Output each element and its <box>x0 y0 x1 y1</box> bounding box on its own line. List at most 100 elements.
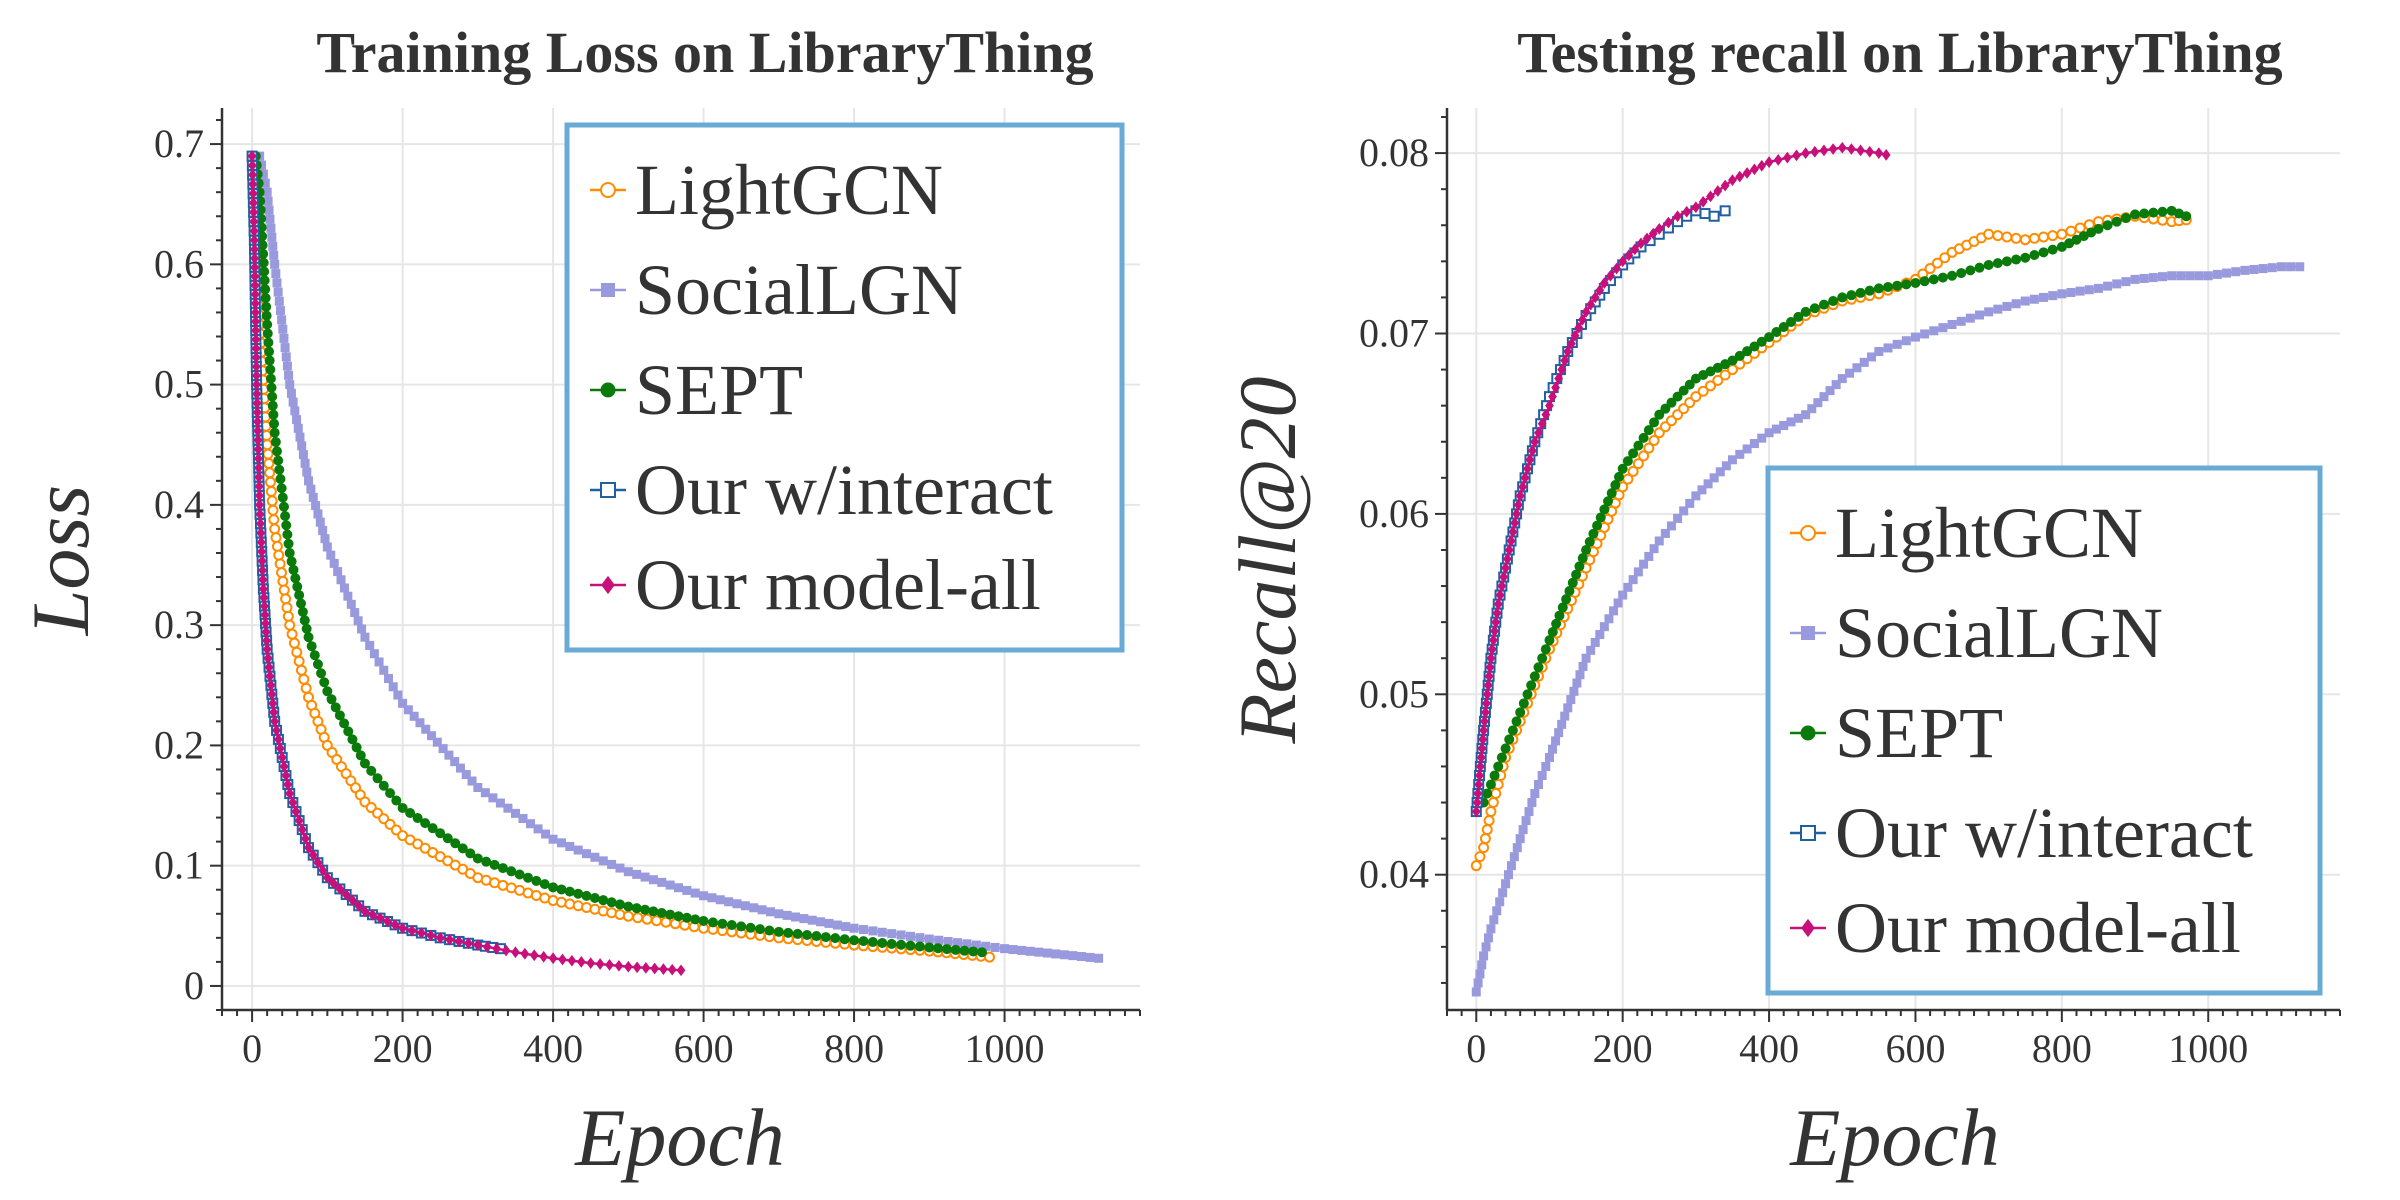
loss-data-point <box>253 443 263 456</box>
loss-data-point <box>247 159 257 172</box>
recall-legend-marker <box>1801 626 1815 640</box>
loss-data-point <box>409 711 419 721</box>
recall-data-point <box>1649 544 1659 554</box>
loss-data-point <box>1051 949 1061 959</box>
recall-data-point <box>1528 444 1537 457</box>
recall-data-point <box>2249 264 2259 274</box>
loss-data-point <box>676 964 686 977</box>
recall-data-point <box>1477 960 1487 970</box>
recall-data-point <box>1883 282 1894 293</box>
loss-data-point <box>286 556 297 567</box>
loss-data-point <box>319 677 330 688</box>
recall-data-point <box>1572 678 1582 688</box>
recall-data-point <box>1567 577 1578 588</box>
loss-data-point <box>681 912 692 923</box>
loss-data-point <box>350 608 360 618</box>
loss-data-point <box>383 915 392 928</box>
loss-legend-marker <box>601 575 615 595</box>
loss-data-point <box>914 941 925 952</box>
loss-data-point <box>250 288 260 301</box>
recall-data-point <box>1544 635 1555 646</box>
recall-data-point <box>2139 273 2149 283</box>
loss-data-point <box>251 306 260 319</box>
recall-data-point <box>2103 281 2113 291</box>
loss-data-point <box>322 871 332 884</box>
loss-data-point <box>333 567 343 577</box>
loss-data-point <box>417 927 426 939</box>
loss-data-point <box>981 941 991 951</box>
recall-data-point <box>1654 536 1664 546</box>
loss-data-point <box>605 959 614 971</box>
recall-data-point <box>1581 306 1591 318</box>
loss-data-point <box>665 909 676 920</box>
recall-data-point <box>1809 303 1820 314</box>
loss-data-point <box>343 726 354 737</box>
recall-data-point <box>1828 296 1839 307</box>
loss-data-point <box>329 558 339 568</box>
recall-legend-marker <box>1800 525 1816 541</box>
recall-data-point <box>2029 294 2039 304</box>
recall-data-point <box>1518 480 1528 493</box>
recall-data-point <box>1757 159 1767 172</box>
recall-data-point <box>1682 205 1692 218</box>
recall-legend-label: SocialLGN <box>1835 593 2163 673</box>
recall-data-point <box>1643 425 1654 436</box>
loss-data-point <box>950 944 961 955</box>
loss-data-point <box>539 879 550 890</box>
recall-data-point <box>1475 769 1484 782</box>
recall-data-point <box>1481 824 1493 836</box>
recall-data-point <box>2011 299 2021 309</box>
loss-data-point <box>523 872 533 883</box>
recall-legend-label: SEPT <box>1835 693 2003 773</box>
recall-data-point <box>1529 671 1540 682</box>
recall-data-point <box>1530 789 1540 799</box>
loss-data-point <box>292 581 303 592</box>
loss-data-point <box>858 936 869 947</box>
recall-data-point <box>1690 391 1702 403</box>
recall-y-tick-label: 0.06 <box>1359 491 1429 536</box>
loss-data-point <box>266 679 276 692</box>
loss-data-point <box>250 297 260 310</box>
loss-data-point <box>548 834 558 844</box>
recall-data-point <box>1938 323 1948 333</box>
recall-data-point <box>1764 428 1774 438</box>
loss-data-point <box>489 859 500 870</box>
recall-data-point <box>2019 234 2031 246</box>
recall-data-point <box>1486 652 1496 665</box>
loss-data-point <box>311 501 321 511</box>
recall-data-point <box>1627 465 1639 477</box>
loss-data-point <box>858 925 868 935</box>
loss-data-point <box>1008 945 1018 955</box>
recall-data-point <box>2148 273 2158 283</box>
recall-data-point <box>1547 626 1558 637</box>
loss-data-point <box>388 682 398 692</box>
loss-data-point <box>659 963 668 975</box>
recall-data-point <box>1727 455 1737 465</box>
recall-data-point <box>1473 978 1483 988</box>
recall-data-point <box>1533 780 1543 789</box>
loss-data-point <box>277 315 287 325</box>
recall-data-point <box>1472 796 1482 809</box>
recall-data-point <box>2011 254 2022 265</box>
loss-data-point <box>518 814 528 824</box>
recall-data-point <box>2121 277 2131 287</box>
loss-data-point <box>783 927 794 938</box>
loss-data-point <box>269 427 280 438</box>
loss-data-point <box>531 875 542 886</box>
loss-data-point <box>877 927 887 937</box>
loss-legend-marker <box>600 482 616 498</box>
loss-data-point <box>745 922 756 933</box>
recall-data-point <box>1548 744 1558 754</box>
recall-data-point <box>1773 154 1783 166</box>
loss-data-point <box>271 540 283 552</box>
recall-data-point <box>2130 209 2141 220</box>
loss-chart: Training Loss on LibraryThing Epoch Loss… <box>15 20 1141 1183</box>
recall-data-point <box>1482 688 1492 701</box>
loss-data-point <box>286 388 296 398</box>
loss-data-point <box>445 933 455 946</box>
recall-x-tick-label: 400 <box>1739 1026 1799 1071</box>
recall-data-point <box>1488 634 1498 647</box>
loss-data-point <box>420 818 431 829</box>
recall-data-point <box>1483 679 1493 692</box>
recall-x-tick-label: 0 <box>1466 1026 1486 1071</box>
